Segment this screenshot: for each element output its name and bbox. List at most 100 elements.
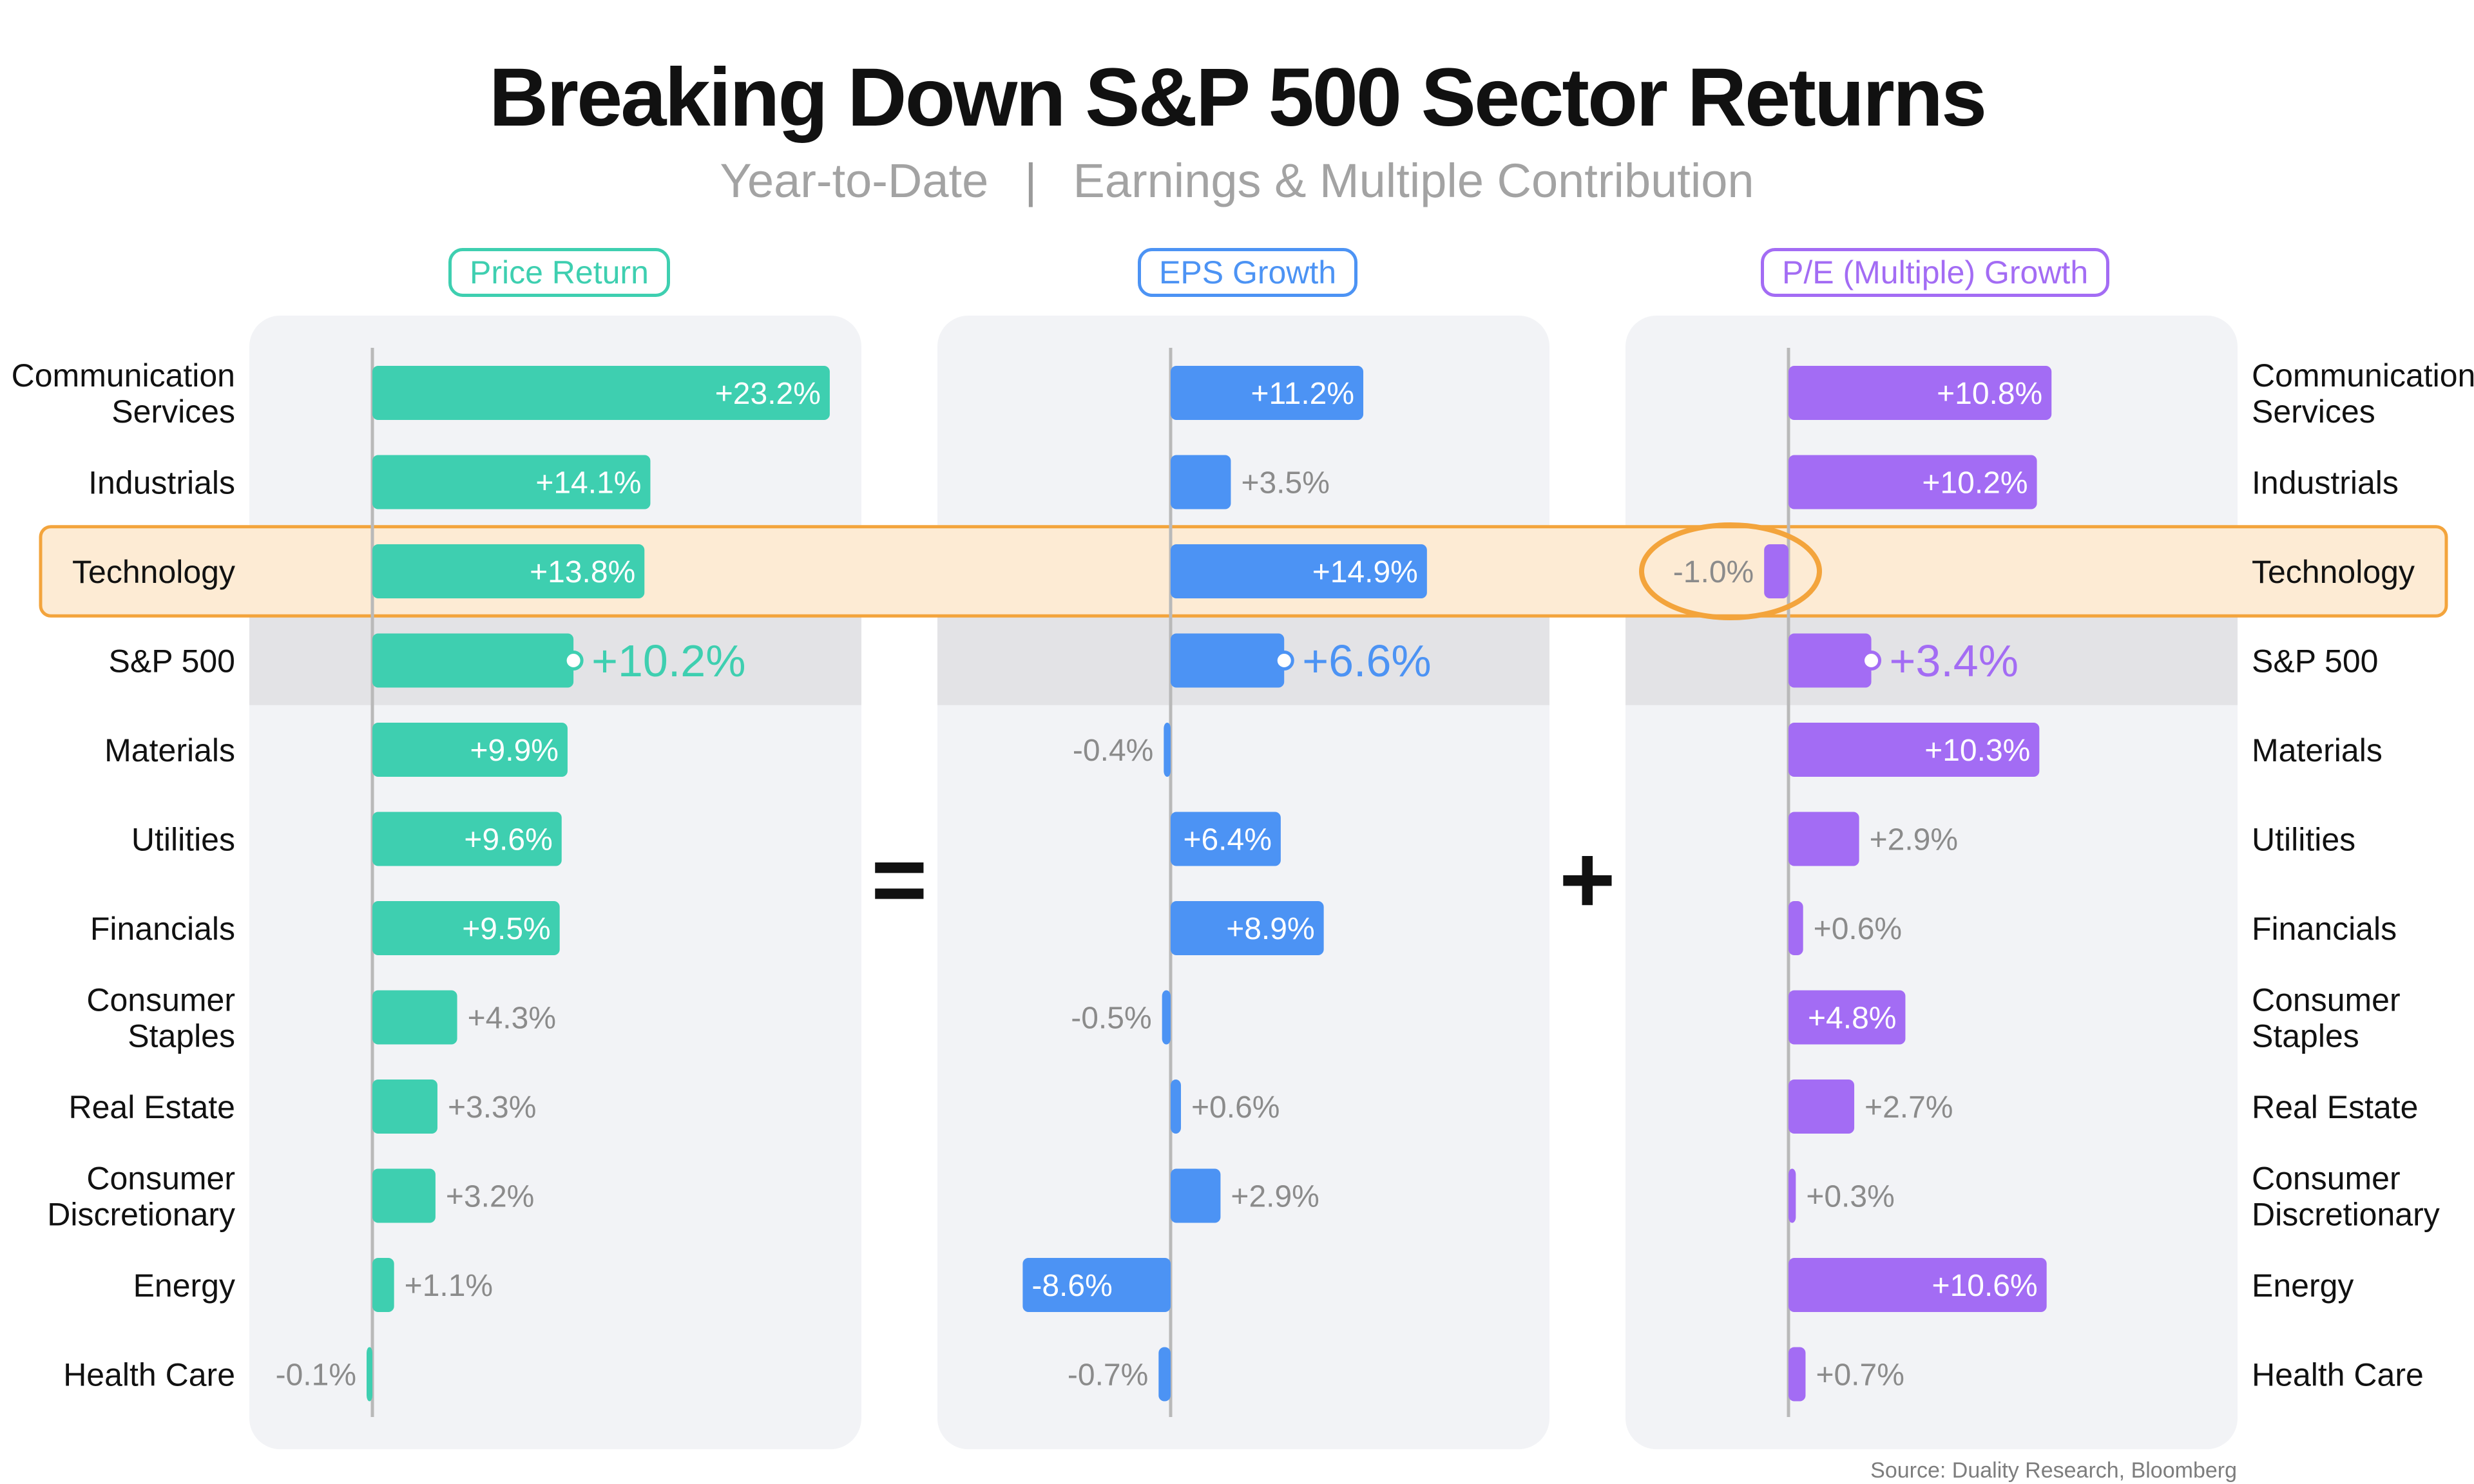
value-label-price-return-consumer-discretionary: +3.2% (446, 1179, 534, 1213)
value-label-price-return-technology: +13.8% (530, 555, 635, 589)
value-label-pe-growth-materials: +10.3% (1924, 734, 2030, 768)
value-label-eps-growth-communication-services: +11.2% (1251, 377, 1354, 411)
subtitle-divider: | (1024, 154, 1037, 207)
category-label-left-real-estate: Real Estate (69, 1089, 235, 1125)
plus-operator: + (1559, 825, 1616, 933)
source-note: Source: Duality Research, Bloomberg (1870, 1458, 2237, 1483)
value-label-price-return-energy: +1.1% (405, 1269, 493, 1303)
category-label-line: Services (111, 394, 235, 430)
value-label-price-return-health-care: -0.1% (276, 1358, 356, 1392)
category-label-line: Financials (2252, 911, 2397, 947)
bar-eps-growth-energy (1022, 1258, 1171, 1312)
category-label-left-consumer-discretionary: Consumer Discretionary (47, 1161, 235, 1233)
category-label-right-health-care: Health Care (2252, 1357, 2424, 1393)
category-label-line: Consumer (2252, 1161, 2401, 1197)
value-label-pe-growth-s-p-500: +3.4% (1890, 636, 2019, 686)
bar-eps-growth-technology (1171, 544, 1427, 598)
category-label-line: S&P 500 (2252, 643, 2378, 680)
bar-pe-growth-utilities (1788, 812, 1859, 866)
value-label-eps-growth-financials: +8.9% (1226, 912, 1314, 946)
bar-pe-growth-energy (1788, 1258, 2047, 1312)
bar-eps-growth-consumer-staples (1162, 990, 1171, 1045)
bar-pe-growth-communication-services (1788, 366, 2052, 420)
category-label-line: Materials (104, 732, 235, 768)
callout-circle-technology-pe (1639, 522, 1822, 620)
category-label-line: Discretionary (2252, 1197, 2440, 1233)
category-label-line: Utilities (131, 822, 235, 858)
bar-price-return-utilities (372, 812, 562, 866)
panel-header-pe-growth: P/E (Multiple) Growth (1761, 248, 2110, 297)
value-label-eps-growth-health-care: -0.7% (1068, 1358, 1148, 1392)
category-label-line: Health Care (63, 1357, 235, 1393)
category-label-line: Utilities (2252, 822, 2355, 858)
category-label-line: Industrials (2252, 465, 2399, 501)
category-label-left-consumer-staples: Consumer Staples (86, 982, 235, 1054)
bar-pe-growth-materials (1788, 723, 2040, 777)
category-label-right-consumer-discretionary: Consumer Discretionary (2252, 1161, 2440, 1233)
bar-eps-growth-materials (1164, 723, 1171, 777)
category-label-line: Communication (2252, 357, 2474, 394)
bar-eps-growth-real-estate (1171, 1080, 1182, 1134)
category-label-line: Financials (90, 911, 235, 947)
benchmark-marker-pe-growth (1861, 651, 1882, 671)
value-label-pe-growth-consumer-discretionary: +0.3% (1806, 1179, 1894, 1213)
value-label-eps-growth-consumer-staples: -0.5% (1071, 1001, 1151, 1035)
bar-pe-growth-health-care (1788, 1347, 1806, 1402)
bar-price-return-materials (372, 723, 568, 777)
equals-operator: = (871, 825, 928, 933)
bar-eps-growth-health-care (1158, 1347, 1171, 1402)
bar-pe-growth-real-estate (1788, 1080, 1855, 1134)
value-label-pe-growth-energy: +10.6% (1932, 1269, 2038, 1303)
bar-eps-growth-industrials (1171, 455, 1231, 509)
category-label-left-materials: Materials (104, 732, 235, 768)
bar-price-return-real-estate (372, 1080, 437, 1134)
category-label-line: Discretionary (47, 1197, 235, 1233)
bar-price-return-communication-services (372, 366, 830, 420)
category-label-line: Real Estate (2252, 1089, 2418, 1125)
chart-subtitle: Year-to-Date | Earnings & Multiple Contrib… (0, 153, 2474, 208)
category-label-left-energy: Energy (133, 1268, 235, 1304)
category-label-line: Industrials (88, 465, 235, 501)
bar-pe-growth-financials (1788, 901, 1803, 955)
category-label-left-s-p-500: S&P 500 (109, 643, 235, 680)
bar-pe-growth-consumer-discretionary (1788, 1168, 1796, 1223)
value-label-eps-growth-energy: -8.6% (1031, 1269, 1112, 1303)
category-label-left-utilities: Utilities (131, 822, 235, 858)
panel-header-eps-growth: EPS Growth (1138, 248, 1358, 297)
value-label-eps-growth-consumer-discretionary: +2.9% (1231, 1179, 1319, 1213)
category-label-line: Materials (2252, 732, 2383, 768)
benchmark-band-pe-growth (1625, 616, 2238, 705)
value-label-price-return-utilities: +9.6% (464, 823, 552, 857)
category-label-line: Health Care (2252, 1357, 2424, 1393)
category-label-line: Consumer (86, 982, 235, 1018)
category-label-right-s-p-500: S&P 500 (2252, 643, 2378, 680)
bar-price-return-s-p-500 (372, 633, 574, 688)
category-label-left-financials: Financials (90, 911, 235, 947)
category-label-line: Services (2252, 394, 2375, 430)
value-label-pe-growth-technology: -1.0% (1673, 555, 1754, 589)
value-label-price-return-materials: +9.9% (470, 734, 559, 768)
value-label-pe-growth-utilities: +2.9% (1870, 823, 1958, 857)
category-label-left-health-care: Health Care (63, 1357, 235, 1393)
category-label-left-industrials: Industrials (88, 465, 235, 501)
subtitle-period: Year-to-Date (720, 154, 989, 207)
category-label-line: Energy (2252, 1268, 2354, 1304)
category-label-line: Communication (12, 357, 235, 394)
category-label-right-consumer-staples: Consumer Staples (2252, 982, 2401, 1054)
bar-price-return-technology (372, 544, 645, 598)
category-label-line: Staples (128, 1018, 235, 1054)
value-label-pe-growth-industrials: +10.2% (1922, 466, 2028, 500)
value-label-pe-growth-consumer-staples: +4.8% (1808, 1001, 1896, 1035)
category-label-line: Real Estate (69, 1089, 235, 1125)
value-label-price-return-consumer-staples: +4.3% (468, 1001, 556, 1035)
bar-eps-growth-consumer-discretionary (1171, 1168, 1221, 1223)
value-label-eps-growth-industrials: +3.5% (1241, 466, 1329, 500)
value-label-pe-growth-real-estate: +2.7% (1865, 1090, 1953, 1125)
category-label-line: Staples (2252, 1018, 2359, 1054)
category-label-line: Consumer (2252, 982, 2401, 1018)
category-label-right-real-estate: Real Estate (2252, 1089, 2418, 1125)
bar-price-return-consumer-staples (372, 990, 457, 1045)
value-label-eps-growth-technology: +14.9% (1312, 555, 1418, 589)
value-label-price-return-industrials: +14.1% (535, 466, 641, 500)
category-label-right-financials: Financials (2252, 911, 2397, 947)
